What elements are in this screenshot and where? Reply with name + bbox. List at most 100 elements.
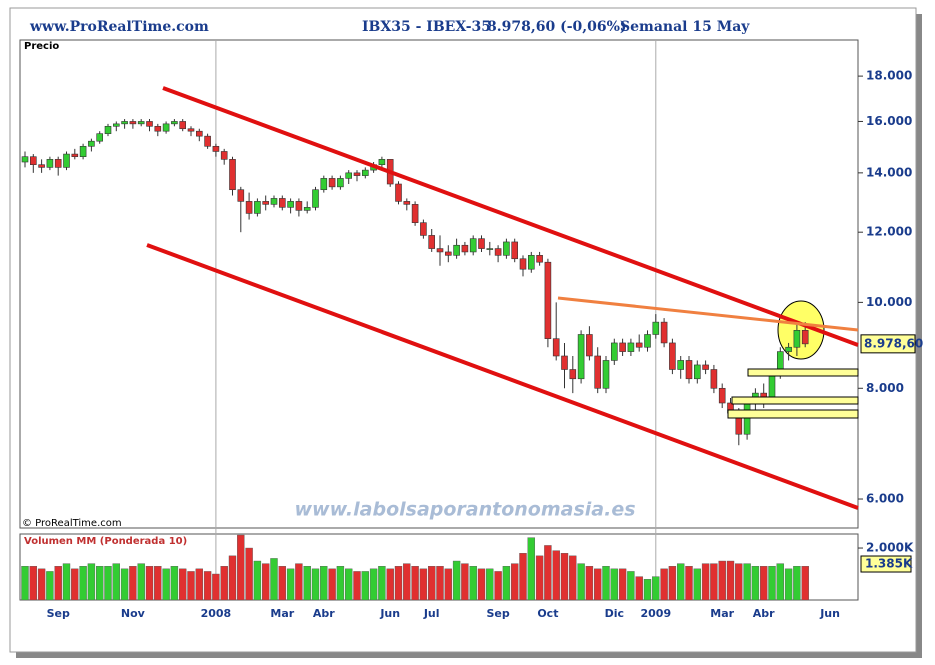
candle-body (295, 201, 303, 211)
candle-body (768, 373, 776, 399)
channel-bottom (146, 243, 859, 510)
volume-bar (328, 568, 336, 601)
volume-bar (303, 566, 311, 601)
x-tick-label: Nov (121, 607, 146, 620)
volume-bar (262, 563, 270, 601)
candle-body (63, 153, 70, 168)
volume-bar (311, 568, 320, 601)
volume-bar (369, 568, 378, 601)
candle-body (121, 121, 128, 125)
volume-bar (428, 566, 436, 601)
candle-body (702, 364, 709, 370)
candle-body (187, 128, 195, 132)
volume-bar (37, 568, 46, 601)
candle-body (29, 156, 37, 165)
candle-body (494, 248, 502, 256)
volume-bar (394, 566, 403, 601)
candle-body (21, 156, 29, 163)
candle-body (652, 321, 660, 335)
candle-body (677, 360, 685, 370)
volume-bar (594, 568, 602, 601)
support-zone (731, 396, 859, 405)
volume-bar (79, 566, 87, 601)
volume-bar (776, 563, 784, 601)
candle-body (287, 201, 294, 208)
candle-body (403, 201, 411, 205)
candle-body (303, 207, 311, 211)
candle-body (96, 133, 103, 142)
volume-bar (203, 571, 212, 601)
candle-body (361, 169, 369, 176)
volume-bar (178, 568, 187, 601)
volume-bar (336, 566, 345, 601)
candle-body (577, 334, 585, 380)
volume-bar (494, 571, 502, 601)
volume-bar (511, 563, 519, 601)
candle-body (88, 140, 95, 147)
volume-bar (751, 566, 760, 601)
x-tick-label: Dic (605, 607, 624, 620)
copyright: © ProRealTime.com (22, 518, 122, 529)
candle-body (669, 342, 676, 370)
last-price-label: 8.978,60 (864, 336, 923, 350)
support-zone (727, 409, 859, 419)
volume-bar (635, 576, 643, 601)
candle-body (569, 369, 577, 380)
candle-body (345, 172, 353, 179)
candle-body (395, 183, 402, 202)
candle-body (461, 244, 469, 253)
volume-title: Volumen MM (Ponderada 10) (24, 536, 187, 547)
volume-bar (469, 566, 477, 601)
volume-bar (154, 566, 162, 601)
volume-bar (87, 563, 96, 601)
volume-bar (345, 568, 353, 601)
volume-bar (560, 553, 569, 601)
support-zone (747, 368, 859, 377)
y-tick-label: 18.000 (866, 69, 912, 83)
volume-bar (710, 563, 718, 601)
candle-body (38, 164, 45, 168)
volume-bar (62, 563, 71, 601)
candle-body (469, 238, 477, 253)
volume-bar (602, 566, 610, 601)
candle-body (54, 159, 62, 168)
candle-body (162, 123, 170, 132)
volume-bar (444, 568, 452, 601)
candle-body (179, 121, 186, 130)
symbol: IBX35 - IBEX-35 (362, 19, 491, 35)
candle-body (602, 360, 610, 389)
volume-bar (452, 560, 461, 601)
channel-top (162, 86, 859, 347)
volume-bar (627, 571, 635, 601)
last-price-box (860, 334, 916, 354)
candle-body (245, 201, 253, 214)
candle-body (743, 402, 751, 435)
volume-bar (668, 566, 677, 601)
candle-body (644, 334, 651, 348)
volume-bar (677, 563, 685, 601)
volume-bar (54, 566, 62, 601)
candle-body (79, 145, 87, 157)
x-tick-label: Mar (270, 607, 294, 620)
candle-body (586, 334, 593, 357)
volume-bar (411, 566, 419, 601)
volume-bar (801, 566, 809, 601)
candle-body (411, 204, 419, 223)
x-tick-label: Mar (710, 607, 734, 620)
resistance-line (557, 296, 859, 332)
candle-body (420, 222, 427, 236)
x-tick-label: Abr (753, 607, 775, 620)
volume-bar (618, 568, 627, 601)
volume-bar (544, 545, 552, 601)
candle-body (212, 145, 220, 152)
candle-body (536, 255, 543, 263)
volume-bar (743, 563, 751, 601)
y-tick-label: 12.000 (866, 225, 912, 239)
volume-bar (253, 560, 262, 601)
x-tick-label: Jun (819, 607, 840, 620)
volume-bar (378, 566, 386, 601)
candle-body (320, 178, 328, 191)
candle-body (154, 125, 162, 132)
volume-bar (104, 566, 112, 601)
